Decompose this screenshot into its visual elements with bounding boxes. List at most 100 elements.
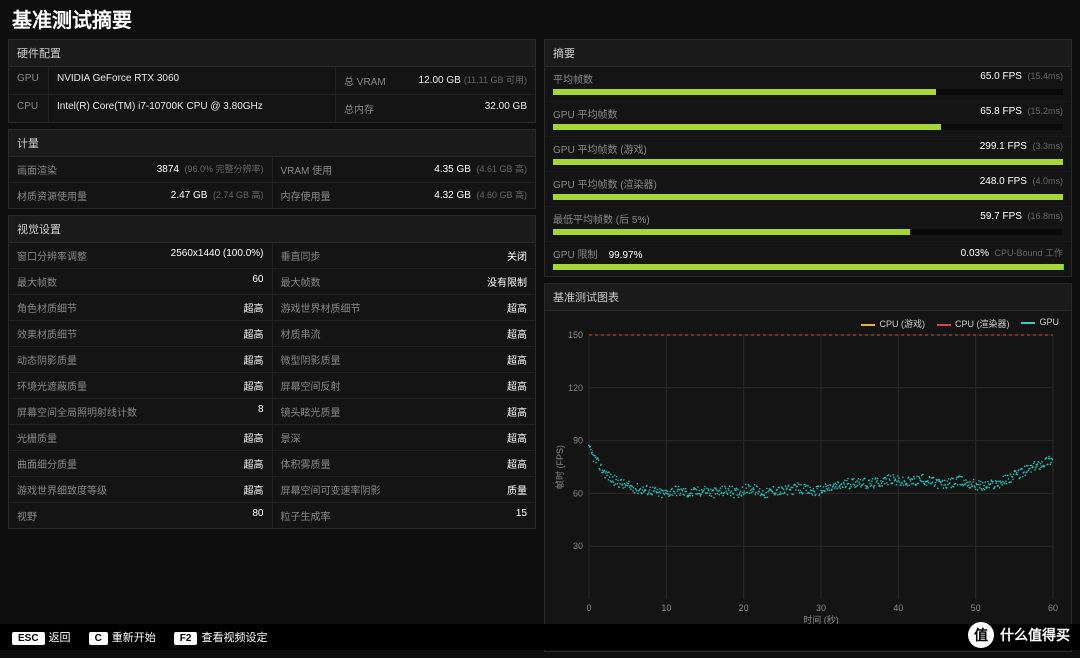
settings-header: 视觉设置 [9, 216, 535, 243]
metrics-panel: 计量 画面渲染3874 (96.0% 完整分辨率)材质资源使用量2.47 GB … [8, 129, 536, 209]
setting-label: 效果材质细节 [17, 326, 77, 341]
svg-text:10: 10 [661, 603, 671, 613]
chart-legend: CPU (游戏)CPU (渲染器)GPU [861, 317, 1059, 330]
setting-value: 超高 [507, 326, 527, 341]
setting-row: 动态阴影质量 超高 [9, 347, 272, 373]
gpu-label: GPU [9, 67, 49, 94]
svg-text:20: 20 [739, 603, 749, 613]
setting-row: 屏幕空间全局照明射线计数 8 [9, 399, 272, 425]
summary-item: 最低平均帧数 (后 5%)59.7 FPS (16.8ms) [545, 207, 1071, 242]
key-icon: F2 [174, 632, 198, 645]
metric-row: 画面渲染3874 (96.0% 完整分辨率) [9, 157, 272, 183]
setting-value: 超高 [507, 456, 527, 471]
setting-label: 窗口分辨率调整 [17, 248, 87, 263]
hardware-header: 硬件配置 [9, 40, 535, 67]
setting-value: 超高 [244, 456, 264, 471]
setting-label: 材质串流 [281, 326, 321, 341]
setting-row: 体积雾质量超高 [273, 451, 536, 477]
summary-item: GPU 平均帧数 (渲染器)248.0 FPS (4.0ms) [545, 172, 1071, 207]
fps-chart: 3060901201500102030405060时间 (秒)帧时 (FPS) [553, 317, 1063, 627]
footer-hint: ESC返回 [12, 632, 71, 644]
cpu-value: Intel(R) Core(TM) i7-10700K CPU @ 3.80GH… [49, 95, 335, 122]
svg-text:60: 60 [1048, 603, 1058, 613]
setting-row: 角色材质细节 超高 [9, 295, 272, 321]
setting-label: 镜头眩光质量 [281, 404, 341, 419]
setting-value: 超高 [507, 300, 527, 315]
setting-row: 最大帧数 60 [9, 269, 272, 295]
setting-row: 效果材质细节 超高 [9, 321, 272, 347]
setting-value: 超高 [244, 326, 264, 341]
vram-value: 12.00 GB [419, 75, 461, 86]
brand-watermark: 值 什么值得买 [968, 622, 1070, 648]
setting-label: 最大帧数 [281, 274, 321, 289]
svg-text:150: 150 [568, 330, 583, 340]
setting-row: 材质串流 超高 [273, 321, 536, 347]
setting-row: 镜头眩光质量超高 [273, 399, 536, 425]
svg-text:30: 30 [816, 603, 826, 613]
summary-item: GPU 平均帧数 (游戏)299.1 FPS (3.3ms) [545, 137, 1071, 172]
gpu-limit-item: GPU 限制 99.97%0.03% CPU-Bound 工作 [545, 242, 1071, 276]
key-icon: ESC [12, 632, 45, 645]
setting-row: 曲面细分质量 超高 [9, 451, 272, 477]
key-icon: C [89, 632, 108, 645]
setting-value: 超高 [507, 378, 527, 393]
setting-row: 游戏世界细致度等级超高 [9, 477, 272, 503]
setting-value: 15 [516, 508, 527, 523]
svg-text:40: 40 [893, 603, 903, 613]
setting-value: 60 [252, 274, 263, 289]
setting-value: 没有限制 [487, 274, 527, 289]
setting-label: 屏幕空间反射 [281, 378, 341, 393]
setting-row: 微型阴影质量超高 [273, 347, 536, 373]
svg-text:30: 30 [573, 541, 583, 551]
summary-header: 摘要 [545, 40, 1071, 67]
metric-row: VRAM 使用4.35 GB (4.61 GB 高) [273, 157, 536, 183]
vram-label: 总 VRAM [335, 67, 395, 94]
setting-row: 粒子生成率 15 [273, 503, 536, 528]
metric-row: 内存使用量4.32 GB (4.60 GB 高) [273, 183, 536, 208]
setting-label: 最大帧数 [17, 274, 57, 289]
setting-label: 环境光遮蔽质量 [17, 378, 87, 393]
setting-value: 2560x1440 (100.0%) [171, 248, 264, 263]
setting-row: 环境光遮蔽质量 超高 [9, 373, 272, 399]
svg-text:50: 50 [971, 603, 981, 613]
setting-label: 动态阴影质量 [17, 352, 77, 367]
setting-value: 超高 [244, 378, 264, 393]
summary-item: GPU 平均帧数65.8 FPS (15.2ms) [545, 102, 1071, 137]
mem-label: 总内存 [335, 95, 395, 122]
metrics-header: 计量 [9, 130, 535, 157]
cpu-label: CPU [9, 95, 49, 122]
svg-text:60: 60 [573, 488, 583, 498]
setting-value: 超高 [244, 482, 264, 497]
metric-row: 材质资源使用量2.47 GB (2.74 GB 高) [9, 183, 272, 208]
svg-text:90: 90 [573, 436, 583, 446]
setting-label: 屏幕空间全局照明射线计数 [17, 404, 137, 419]
setting-value: 超高 [507, 430, 527, 445]
setting-value: 超高 [244, 352, 264, 367]
setting-value: 超高 [244, 430, 264, 445]
chart-header: 基准测试图表 [545, 284, 1071, 311]
setting-value: 超高 [244, 300, 264, 315]
brand-text: 什么值得买 [1000, 625, 1070, 645]
setting-value: 8 [258, 404, 264, 419]
setting-row: 游戏世界材质细节超高 [273, 295, 536, 321]
brand-icon: 值 [968, 622, 994, 648]
mem-value: 32.00 GB [395, 95, 535, 122]
svg-text:120: 120 [568, 383, 583, 393]
svg-text:0: 0 [586, 603, 591, 613]
footer-hint: F2查看视频设定 [174, 632, 268, 644]
setting-value: 关闭 [507, 248, 527, 263]
hardware-panel: 硬件配置 GPU NVIDIA GeForce RTX 3060 总 VRAM … [8, 39, 536, 123]
setting-label: 光栅质量 [17, 430, 57, 445]
summary-panel: 摘要 平均帧数65.0 FPS (15.4ms)GPU 平均帧数65.8 FPS… [544, 39, 1072, 277]
setting-row: 屏幕空间可变速率阴影质量 [273, 477, 536, 503]
footer-hint: C重新开始 [89, 632, 156, 644]
setting-label: 视野 [17, 508, 37, 523]
setting-row: 最大帧数 没有限制 [273, 269, 536, 295]
setting-label: 曲面细分质量 [17, 456, 77, 471]
setting-label: 粒子生成率 [281, 508, 331, 523]
setting-label: 垂直同步 [281, 248, 321, 263]
settings-panel: 视觉设置 窗口分辨率调整 2560x1440 (100.0%) 最大帧数 60 角色材质… [8, 215, 536, 529]
vram-sub: (11.11 GB 可用) [464, 75, 527, 85]
setting-row: 屏幕空间反射 超高 [273, 373, 536, 399]
setting-label: 角色材质细节 [17, 300, 77, 315]
